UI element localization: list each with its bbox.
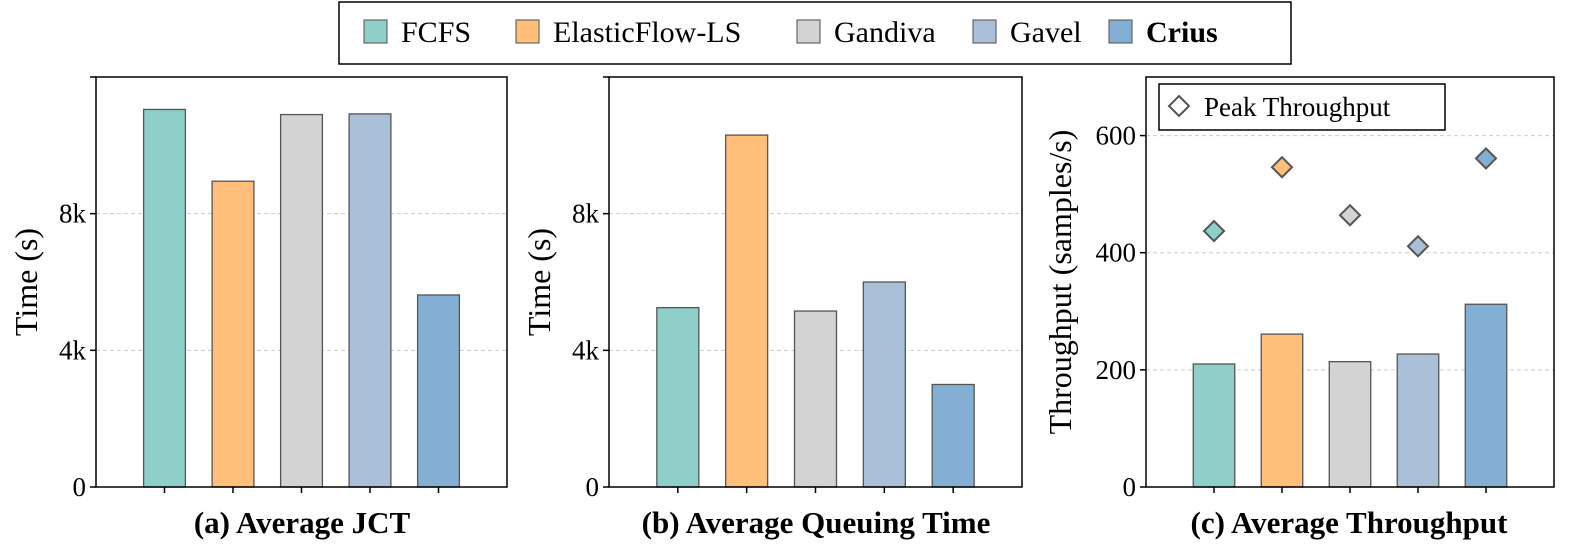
legend-swatch bbox=[972, 19, 997, 44]
y-tick-label: 0 bbox=[1123, 472, 1137, 502]
y-tick-label: 8k bbox=[572, 199, 600, 229]
panel-average-throughput: Peak Throughput 0 200 400 600 Throughput (sam… bbox=[1042, 76, 1555, 540]
y-axis-title: Time (s) bbox=[8, 228, 44, 336]
y-tick-label: 400 bbox=[1096, 238, 1137, 268]
legend-label: Gandiva bbox=[834, 16, 936, 49]
y-axis-title: Time (s) bbox=[521, 228, 557, 336]
bar-gandiva bbox=[1328, 361, 1372, 488]
panel-average-queuing-time: 0 4k 8k Time (s) (b) Average Queuing Time bbox=[521, 76, 1023, 540]
bar-gavel bbox=[862, 281, 906, 488]
y-tick-label: 600 bbox=[1096, 121, 1137, 151]
bar-crius bbox=[1464, 303, 1508, 488]
panel-average-jct: 0 4k 8k Time (s) (a) Average JCT bbox=[8, 76, 508, 540]
legend-label: Crius bbox=[1146, 16, 1218, 49]
peak-throughput-marker bbox=[1338, 203, 1362, 227]
bar-gandiva bbox=[279, 113, 324, 488]
legend-swatch bbox=[515, 19, 540, 44]
y-tick-label: 200 bbox=[1096, 355, 1137, 385]
peak-throughput-marker bbox=[1474, 147, 1498, 170]
peak-throughput-marker bbox=[1202, 219, 1226, 243]
bar-elasticflow-ls bbox=[725, 134, 769, 488]
panel-title: (b) Average Queuing Time bbox=[642, 505, 991, 540]
bar-elasticflow-ls bbox=[211, 180, 255, 488]
y-tick-label: 4k bbox=[59, 335, 87, 365]
y-tick-label: 0 bbox=[73, 472, 87, 502]
bar-fcfs bbox=[656, 306, 700, 488]
y-tick-label: 4k bbox=[572, 335, 600, 365]
legend-label: ElasticFlow-LS bbox=[553, 16, 741, 49]
legend-swatch bbox=[796, 19, 821, 44]
peak-throughput-marker bbox=[1270, 155, 1294, 179]
inner-legend-label: Peak Throughput bbox=[1204, 92, 1391, 122]
legend-swatch bbox=[1108, 19, 1133, 44]
bar-fcfs bbox=[142, 108, 187, 488]
bar-fcfs bbox=[1192, 363, 1236, 488]
bar-crius bbox=[931, 383, 975, 488]
legend-label: Gavel bbox=[1010, 16, 1082, 49]
y-axis-title: Throughput (samples/s) bbox=[1042, 130, 1078, 435]
legend-label: FCFS bbox=[401, 16, 471, 49]
legend-swatch bbox=[363, 19, 388, 44]
legend: FCFS ElasticFlow-LS Gandiva Gavel Crius bbox=[338, 1, 1292, 65]
bar-gandiva bbox=[793, 310, 838, 488]
bar-gavel bbox=[348, 113, 392, 488]
inner-legend-marker bbox=[1167, 94, 1191, 118]
y-tick-label: 8k bbox=[59, 199, 87, 229]
panel-title: (c) Average Throughput bbox=[1191, 505, 1509, 540]
bar-elasticflow-ls bbox=[1260, 333, 1304, 488]
bar-gavel bbox=[1396, 353, 1440, 488]
y-tick-label: 0 bbox=[586, 472, 600, 502]
peak-throughput-marker bbox=[1406, 234, 1430, 258]
bar-crius bbox=[416, 294, 461, 488]
panel-title: (a) Average JCT bbox=[194, 505, 411, 540]
inner-legend-frame bbox=[1158, 83, 1446, 131]
